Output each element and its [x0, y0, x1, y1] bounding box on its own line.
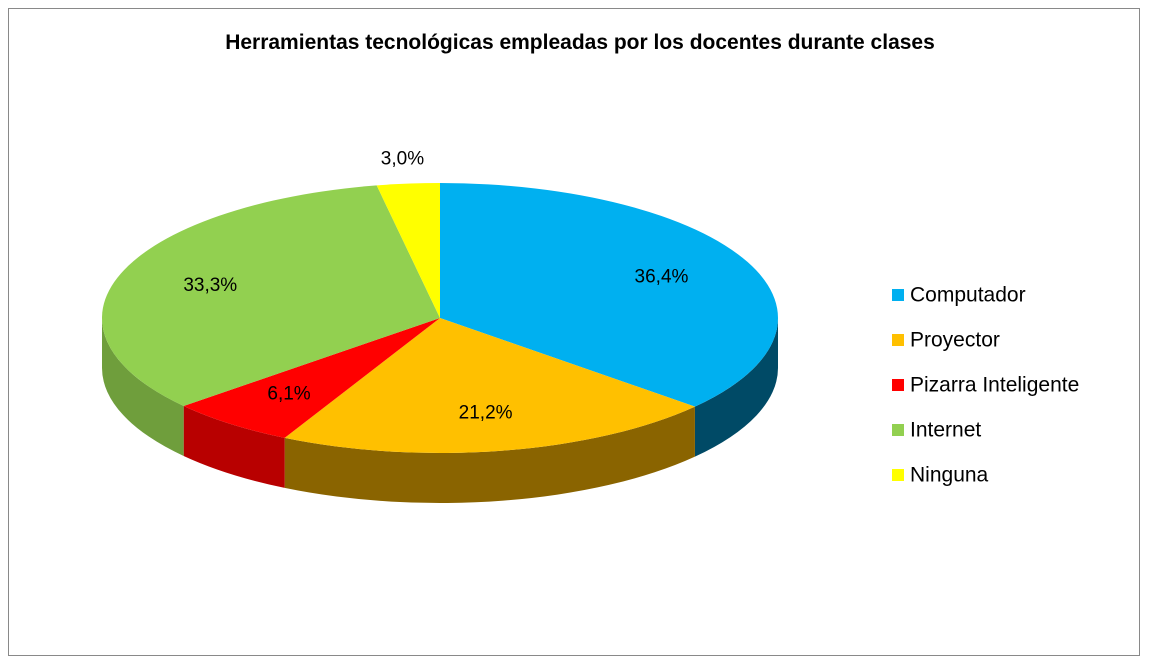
data-label: 3,0%: [381, 148, 424, 169]
legend-swatch: [892, 379, 904, 391]
legend-swatch: [892, 334, 904, 346]
legend-label: Computador: [910, 284, 1026, 307]
data-label: 36,4%: [635, 267, 689, 288]
data-label: 33,3%: [183, 275, 237, 296]
data-label: 21,2%: [459, 402, 513, 423]
legend-swatch: [892, 469, 904, 481]
pie-side: [102, 318, 184, 456]
pie-side: [284, 406, 695, 504]
pie-slice: [101, 185, 440, 406]
data-label: 6,1%: [267, 383, 310, 404]
chart-title: Herramientas tecnológicas empleadas por …: [225, 31, 935, 54]
legend-label: Ninguna: [910, 464, 989, 487]
legend-label: Proyector: [910, 329, 1000, 352]
legend-label: Pizarra Inteligente: [910, 374, 1079, 397]
pie-slice: [284, 318, 695, 453]
legend-swatch: [892, 289, 904, 301]
pie-slice: [376, 183, 440, 318]
legend-swatch: [892, 424, 904, 436]
pie-side: [694, 318, 778, 457]
pie-slice: [183, 318, 440, 438]
pie-side: [183, 405, 285, 488]
pie-slice: [440, 183, 778, 407]
legend-label: Internet: [910, 419, 981, 442]
